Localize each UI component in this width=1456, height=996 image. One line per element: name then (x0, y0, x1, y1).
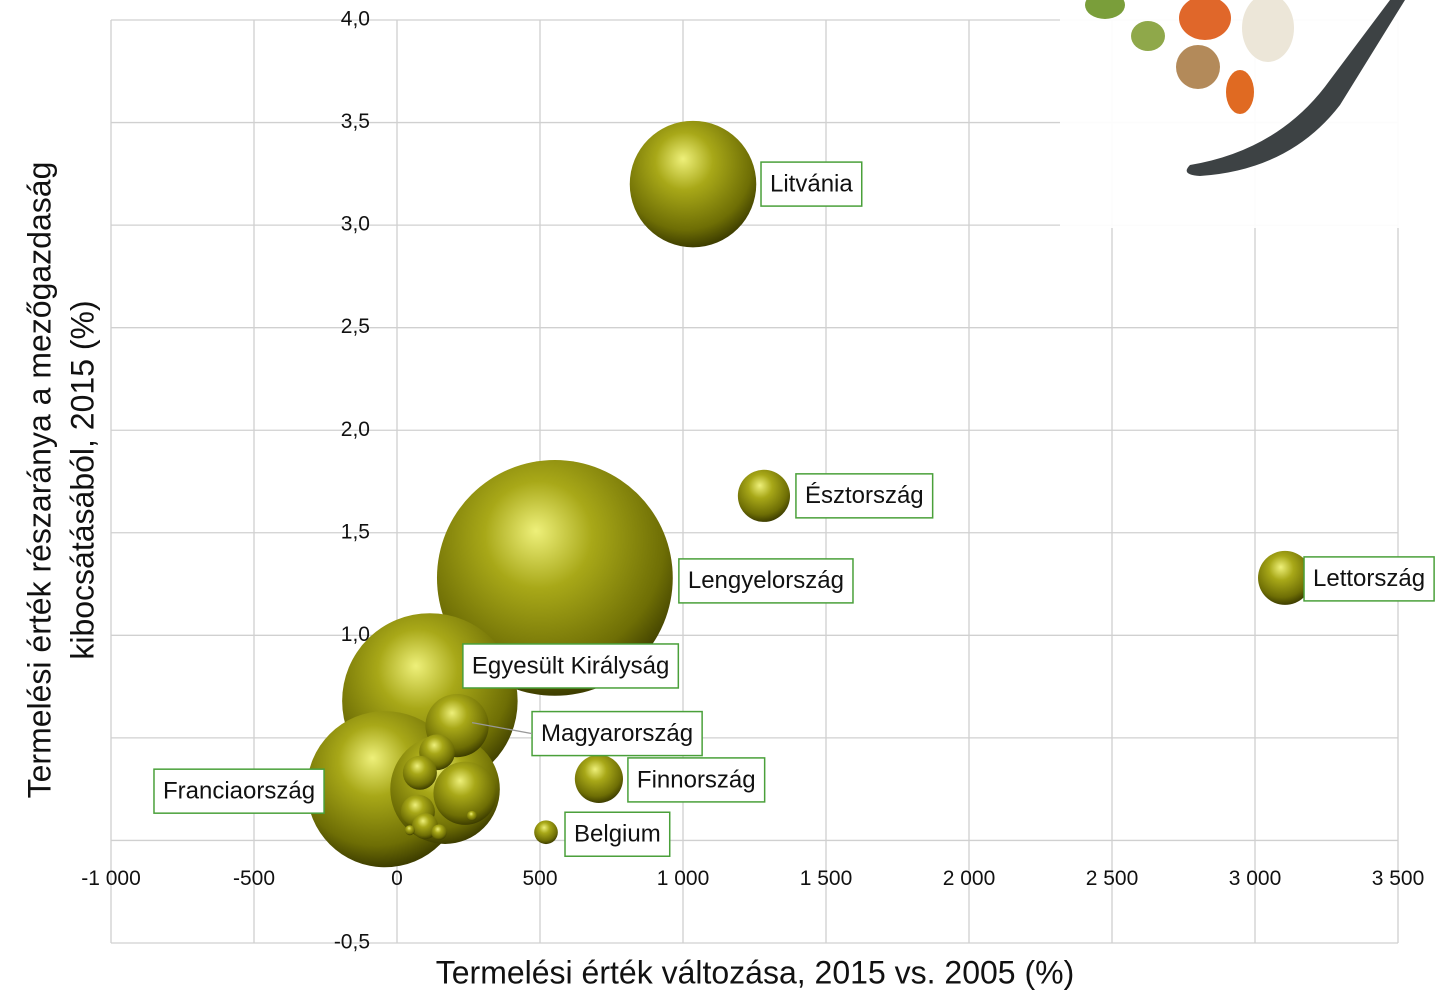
label-box (760, 161, 863, 207)
x-tick-label: 3 500 (1372, 867, 1425, 890)
bubble (534, 820, 558, 845)
bubble (431, 824, 447, 840)
bubble (1258, 550, 1313, 605)
x-tick-label: 3 000 (1229, 867, 1282, 890)
x-tick-label: -500 (233, 867, 275, 890)
y-tick-label: 3,5 (341, 110, 370, 133)
logo (1060, 0, 1456, 228)
x-tick-label: 1 000 (657, 867, 710, 890)
label-box (1303, 556, 1435, 602)
bubble-label: Magyarország (541, 720, 693, 747)
y-tick-label: 1,5 (341, 520, 370, 543)
y-axis-title: Termelési érték részaránya a mezőgazdasá… (21, 162, 57, 799)
x-tick-label: 2 000 (943, 867, 996, 890)
label-box (153, 768, 325, 814)
x-tick-label: 1 500 (800, 867, 853, 890)
x-tick-label: 0 (391, 867, 403, 890)
y-tick-label: 3,0 (341, 213, 370, 236)
leader-line (471, 721, 533, 735)
bubble (402, 755, 437, 790)
label-box (564, 811, 671, 857)
bubble (466, 810, 477, 821)
y-tick-label: 2,0 (341, 418, 370, 441)
bubble (737, 469, 791, 522)
bubble (629, 120, 757, 248)
bubble-label: Franciaország (163, 778, 315, 805)
label-box (627, 757, 766, 803)
y-axis-title: kibocsátásából, 2015 (%) (64, 300, 100, 659)
y-tick-label: 1,0 (341, 623, 370, 646)
x-axis-title: Termelési érték változása, 2015 vs. 2005… (436, 954, 1075, 990)
bubble (574, 754, 623, 803)
bubble (433, 761, 497, 825)
bubble-label: Lettország (1313, 565, 1425, 592)
bubble-label: Egyesült Királyság (472, 652, 669, 679)
bubble-label: Észtország (805, 482, 924, 509)
label-box (678, 558, 854, 604)
y-tick-label: 4,0 (341, 8, 370, 31)
y-tick-label: 2,5 (341, 315, 370, 338)
x-tick-label: -1 000 (81, 867, 141, 890)
label-box (531, 710, 703, 757)
bubble (436, 460, 673, 696)
bubble-label: Belgium (574, 821, 661, 848)
bubble-label: Litvánia (770, 170, 853, 197)
bubble (404, 825, 415, 836)
label-box (795, 473, 934, 519)
bubble-label: Lengyelország (688, 567, 844, 594)
y-tick-label: -0,5 (334, 931, 370, 954)
label-box (462, 643, 680, 689)
bubble-label: Finnország (637, 766, 756, 793)
x-tick-label: 2 500 (1086, 867, 1139, 890)
x-tick-label: 500 (522, 867, 557, 890)
